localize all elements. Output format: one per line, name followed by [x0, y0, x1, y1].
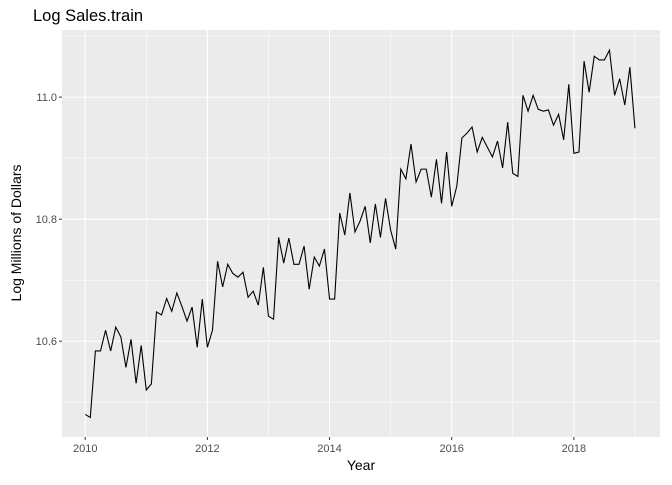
chart-title: Log Sales.train	[33, 7, 143, 25]
series-line-sales-train	[84, 48, 636, 419]
plot-panel	[62, 30, 660, 437]
x-tick-label: 2012	[195, 443, 219, 455]
y-tick-label: 11.0	[36, 92, 57, 104]
y-tick-label: 10.8	[36, 214, 57, 226]
y-axis-label: Log Millions of Dollars	[8, 165, 24, 302]
grid-lines	[62, 30, 660, 437]
axis-ticks: 2010 2012 2014 2016 2018 10.6 10.8 11.0	[36, 92, 587, 455]
x-tick-label: 2018	[562, 443, 586, 455]
x-axis-label: Year	[347, 457, 376, 473]
x-tick-label: 2016	[439, 443, 463, 455]
x-tick-label: 2014	[317, 443, 341, 455]
x-tick-label: 2010	[73, 443, 97, 455]
y-tick-label: 10.6	[36, 336, 57, 348]
